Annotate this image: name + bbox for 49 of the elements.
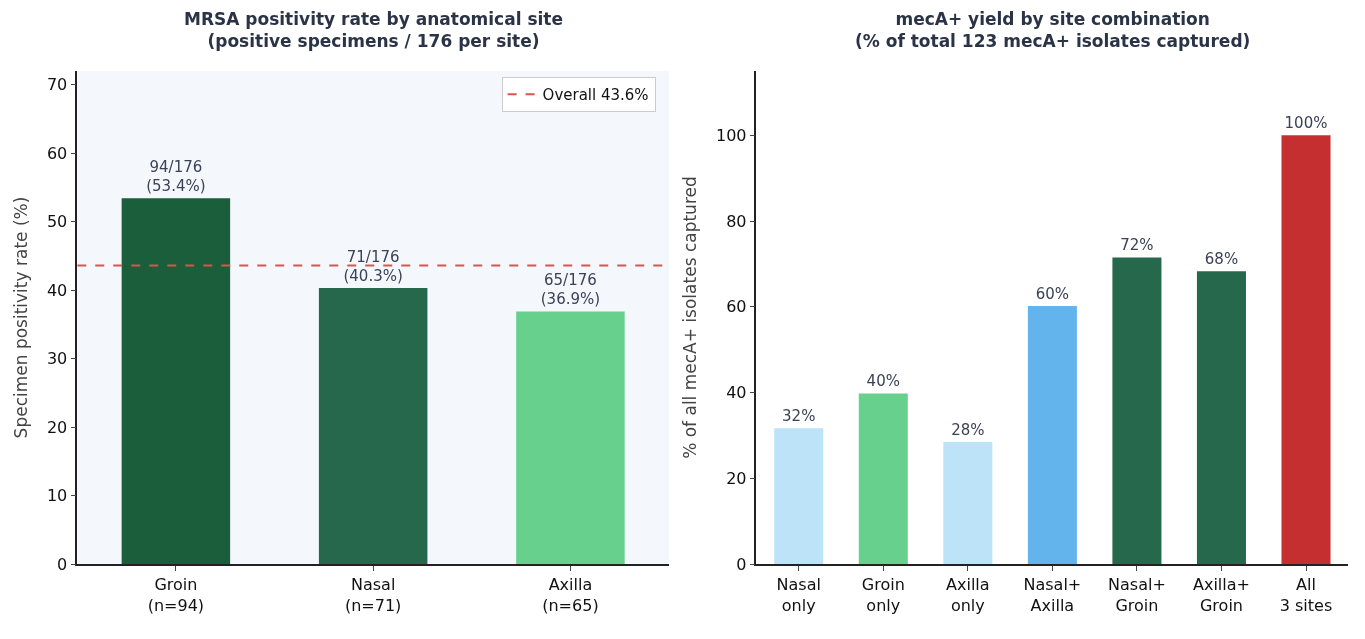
bar bbox=[774, 428, 824, 565]
data-label: 40% bbox=[866, 372, 900, 391]
y-tick-label: 20 bbox=[726, 469, 747, 488]
y-tick-label: 20 bbox=[46, 417, 68, 437]
y-tick-label: 40 bbox=[726, 383, 747, 403]
bar bbox=[121, 198, 231, 565]
y-tick-label: 50 bbox=[46, 212, 68, 232]
y-tick-label: 100 bbox=[715, 125, 747, 145]
bar bbox=[318, 288, 428, 565]
data-label: 71/176 (40.3%) bbox=[343, 247, 403, 286]
chart-title: mecA+ yield by site combination (% of total 123 mecA+ isolates captured) bbox=[855, 9, 1251, 52]
x-tick-label: Nasal+ Groin bbox=[1108, 575, 1166, 615]
x-tick-label: Axilla+ Groin bbox=[1192, 575, 1250, 615]
y-tick-label: 0 bbox=[736, 554, 747, 574]
data-label: 68% bbox=[1204, 250, 1239, 269]
data-label: 60% bbox=[1035, 284, 1070, 303]
y-tick-label: 10 bbox=[46, 486, 68, 506]
bar bbox=[1281, 135, 1331, 565]
bar bbox=[858, 393, 908, 565]
y-tick-label: 40 bbox=[46, 280, 68, 300]
x-tick-label: Axilla only bbox=[946, 575, 990, 615]
bar bbox=[1027, 305, 1077, 565]
data-label: 72% bbox=[1120, 236, 1154, 255]
chart-title: MRSA positivity rate by anatomical site (positive specimens / 176 per site) bbox=[184, 9, 563, 52]
y-tick-label: 70 bbox=[46, 75, 68, 95]
y-axis-title: % of all mecA+ isolates captured bbox=[680, 176, 701, 459]
bar bbox=[1196, 271, 1246, 565]
y-axis-title: Specimen positivity rate (%) bbox=[10, 196, 31, 439]
x-tick-label: Axilla (n=65) bbox=[542, 575, 599, 615]
data-label: 100% bbox=[1284, 114, 1328, 133]
x-tick-label: Groin (n=94) bbox=[147, 575, 205, 615]
y-tick-label: 0 bbox=[57, 554, 68, 574]
y-tick-label: 60 bbox=[46, 143, 68, 163]
y-tick-label: 30 bbox=[46, 349, 68, 369]
x-tick-label: All 3 sites bbox=[1279, 575, 1333, 615]
bar bbox=[943, 441, 993, 565]
x-tick-label: Groin only bbox=[861, 575, 905, 615]
x-tick-label: Nasal only bbox=[776, 575, 821, 615]
bar bbox=[516, 311, 625, 565]
data-label: 28% bbox=[951, 420, 985, 439]
y-tick-label: 60 bbox=[726, 297, 747, 317]
data-label: 94/176 (53.4%) bbox=[146, 157, 206, 196]
data-label: 65/176 (36.9%) bbox=[540, 270, 601, 309]
x-tick-label: Nasal+ Axilla bbox=[1023, 575, 1082, 615]
y-tick-label: 80 bbox=[726, 211, 747, 231]
legend-label: Overall 43.6% bbox=[542, 86, 649, 105]
data-label: 32% bbox=[782, 407, 816, 426]
bar bbox=[1112, 257, 1162, 565]
x-tick-label: Nasal (n=71) bbox=[344, 575, 402, 615]
